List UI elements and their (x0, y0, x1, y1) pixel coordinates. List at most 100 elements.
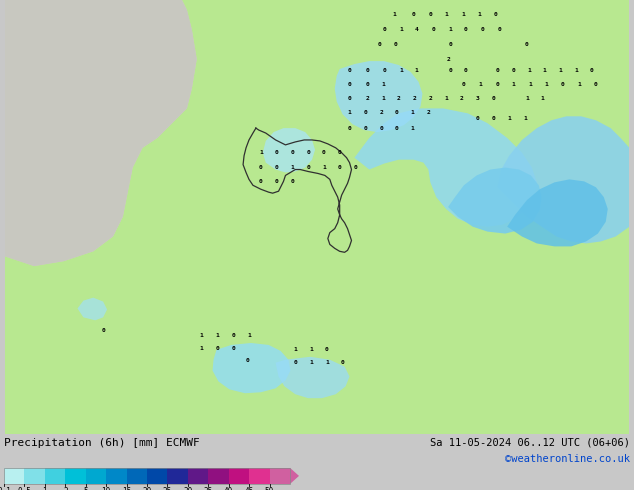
Text: 0: 0 (448, 42, 452, 47)
Text: 0: 0 (347, 125, 351, 131)
Polygon shape (212, 343, 290, 393)
Text: 0: 0 (448, 69, 452, 74)
Text: 0: 0 (590, 69, 594, 74)
Text: 0: 0 (382, 27, 386, 32)
Text: 0: 0 (306, 165, 310, 170)
Text: 0: 0 (275, 165, 278, 170)
Text: 1: 1 (42, 487, 47, 490)
Text: 0: 0 (498, 27, 501, 32)
Text: 1: 1 (507, 116, 511, 121)
Text: 0: 0 (245, 358, 249, 363)
Text: 1: 1 (448, 27, 452, 32)
Text: 50: 50 (265, 487, 274, 490)
Text: 1: 1 (479, 82, 482, 87)
Text: 0: 0 (363, 125, 367, 131)
Text: 0: 0 (363, 110, 367, 115)
Text: 1: 1 (528, 82, 532, 87)
Polygon shape (4, 0, 197, 266)
Polygon shape (276, 357, 349, 398)
Text: 0: 0 (365, 82, 369, 87)
Bar (188, 468, 209, 484)
Text: 0: 0 (481, 27, 484, 32)
Polygon shape (497, 116, 630, 244)
Text: 0: 0 (338, 150, 342, 155)
Text: 0: 0 (306, 150, 310, 155)
Text: 1: 1 (200, 346, 204, 351)
Bar (167, 468, 188, 484)
Text: 0: 0 (294, 360, 297, 365)
Bar (4, 468, 25, 484)
Text: 0: 0 (338, 165, 342, 170)
Text: 25: 25 (163, 487, 172, 490)
Text: 0: 0 (377, 42, 381, 47)
Text: 1: 1 (415, 69, 418, 74)
Polygon shape (507, 179, 608, 246)
Text: 5: 5 (84, 487, 88, 490)
Polygon shape (290, 468, 299, 484)
Text: 1: 1 (294, 347, 297, 352)
Text: ©weatheronline.co.uk: ©weatheronline.co.uk (505, 454, 630, 464)
Text: 0: 0 (464, 69, 468, 74)
Text: 1: 1 (309, 347, 313, 352)
Text: 0: 0 (594, 82, 598, 87)
Text: 0: 0 (491, 116, 495, 121)
Polygon shape (354, 108, 537, 227)
Text: 1: 1 (478, 12, 481, 17)
Bar (86, 468, 106, 484)
Polygon shape (448, 168, 541, 234)
Text: 1: 1 (444, 12, 448, 17)
Text: 0: 0 (275, 150, 278, 155)
Text: 15: 15 (122, 487, 131, 490)
Bar (25, 468, 45, 484)
Text: 1: 1 (559, 69, 562, 74)
Text: 2: 2 (446, 57, 450, 62)
Text: 1: 1 (325, 360, 329, 365)
Text: 0: 0 (340, 360, 344, 365)
Text: 2: 2 (413, 96, 417, 101)
Text: 1: 1 (411, 110, 415, 115)
Text: 1: 1 (574, 69, 578, 74)
Text: 1: 1 (444, 96, 448, 101)
Text: 1: 1 (216, 333, 219, 338)
Text: Precipitation (6h) [mm] ECMWF: Precipitation (6h) [mm] ECMWF (4, 438, 200, 448)
Text: 0: 0 (394, 42, 398, 47)
Text: 0: 0 (259, 179, 262, 184)
Text: 2: 2 (427, 110, 430, 115)
Text: 0: 0 (347, 96, 351, 101)
Bar (249, 468, 269, 484)
Text: 1: 1 (392, 12, 396, 17)
Text: 2: 2 (460, 96, 463, 101)
Text: 0: 0 (476, 116, 479, 121)
Text: 1: 1 (527, 69, 531, 74)
Text: 0: 0 (491, 96, 495, 101)
Text: 0.5: 0.5 (18, 487, 31, 490)
Text: 0: 0 (462, 82, 466, 87)
Text: 0: 0 (496, 82, 499, 87)
Text: 1: 1 (541, 96, 545, 101)
Text: 0: 0 (354, 165, 358, 170)
Text: 1: 1 (411, 125, 415, 131)
Text: 0: 0 (525, 42, 529, 47)
Text: 0: 0 (290, 179, 294, 184)
Bar (106, 468, 127, 484)
Polygon shape (285, 0, 630, 158)
Bar (209, 468, 229, 484)
Text: 0: 0 (322, 150, 326, 155)
Bar (269, 468, 290, 484)
Text: 0: 0 (290, 150, 294, 155)
Text: 10: 10 (101, 487, 111, 490)
Text: 0: 0 (382, 69, 386, 74)
Text: 4: 4 (415, 27, 418, 32)
Bar (65, 468, 86, 484)
Text: 2: 2 (63, 487, 68, 490)
Bar (45, 468, 65, 484)
Text: 0: 0 (429, 12, 432, 17)
Text: 1: 1 (290, 165, 294, 170)
Text: 0: 0 (325, 347, 329, 352)
Text: 0: 0 (231, 346, 235, 351)
Text: 0: 0 (379, 125, 383, 131)
Bar (147, 468, 167, 484)
Text: 0: 0 (431, 27, 435, 32)
Text: 0: 0 (496, 69, 499, 74)
Text: 0.1: 0.1 (0, 487, 11, 490)
